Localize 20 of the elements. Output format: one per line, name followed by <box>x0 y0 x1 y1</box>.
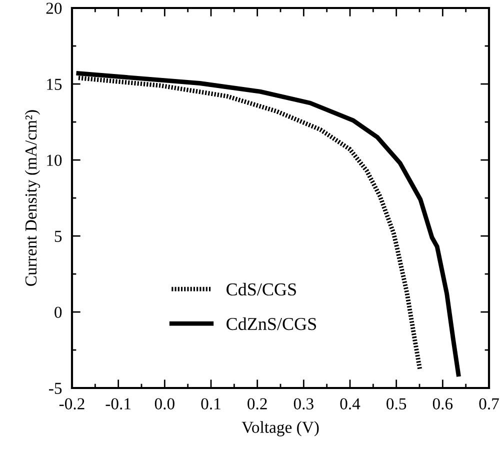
x-tick-label: 0.4 <box>340 398 360 410</box>
x-axis-title: Voltage (V) <box>242 421 319 436</box>
legend-label: CdS/CGS <box>226 282 296 296</box>
y-tick-label: 0 <box>54 306 62 318</box>
x-tick-label: 0.5 <box>386 398 406 410</box>
x-tick-label: 0.2 <box>248 398 267 410</box>
y-axis-title: Current Density (mA/cm²) <box>24 110 40 286</box>
legend-label: CdZnS/CGS <box>226 317 316 330</box>
x-tick-label: 0.7 <box>479 398 499 410</box>
x-tick-label: 0.6 <box>432 398 453 410</box>
x-tick-label: 0.1 <box>201 398 220 410</box>
x-tick-label: -0.2 <box>59 398 84 410</box>
y-tick-label: -5 <box>49 382 62 394</box>
y-tick-label: 10 <box>47 154 62 166</box>
y-tick-label: 15 <box>47 78 62 90</box>
y-tick-label: 20 <box>46 2 62 14</box>
x-tick-label: -0.1 <box>106 398 131 410</box>
y-tick-label: 5 <box>54 230 62 242</box>
x-tick-label: 0.3 <box>294 398 314 410</box>
x-tick-label: 0.0 <box>154 398 174 410</box>
